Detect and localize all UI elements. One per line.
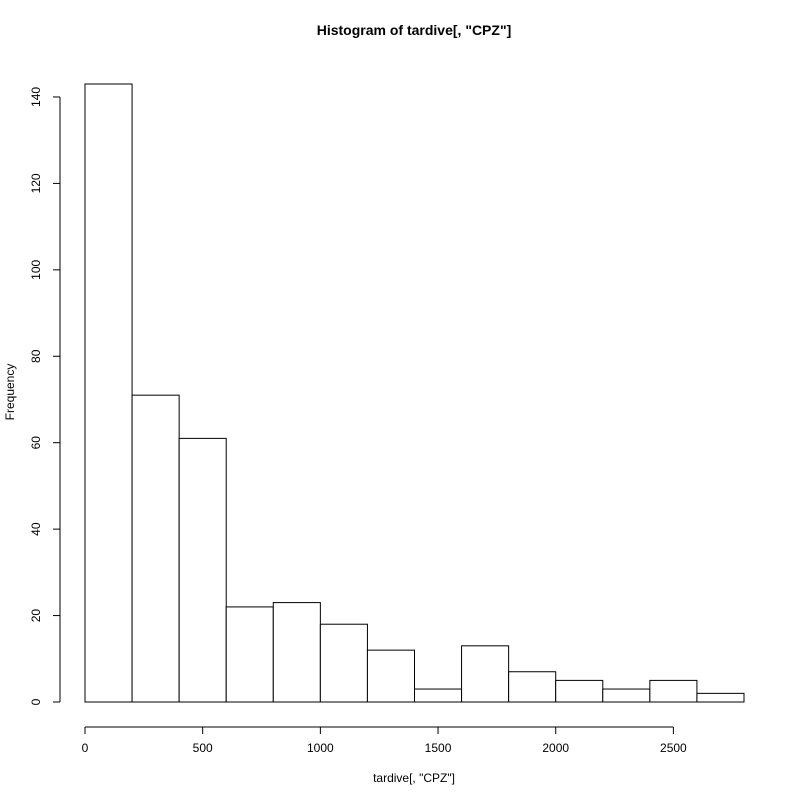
x-axis: 0 500 1000 1500 2000 2500 — [82, 726, 687, 755]
y-tick-label: 140 — [29, 87, 43, 107]
x-tick-label: 2000 — [542, 741, 569, 755]
y-tick-label: 120 — [29, 173, 43, 193]
histogram-bar — [178, 437, 227, 703]
histogram-bar — [508, 671, 557, 703]
histogram-bar — [649, 679, 698, 703]
x-tick-label: 2500 — [660, 741, 687, 755]
histogram-bar — [366, 649, 415, 703]
y-axis: 0 20 40 60 80 100 120 140 — [29, 87, 61, 705]
histogram-bar — [696, 692, 745, 703]
histogram-bar — [84, 83, 133, 703]
y-axis-title: Frequency — [3, 364, 17, 421]
x-tick-label: 1000 — [307, 741, 334, 755]
x-tick-label: 1500 — [425, 741, 452, 755]
histogram-bar — [319, 623, 368, 703]
bars-group — [84, 83, 745, 703]
histogram-bar — [131, 394, 180, 703]
histogram-bar — [602, 688, 651, 703]
histogram-bar — [414, 688, 463, 703]
histogram-bar — [225, 606, 274, 703]
histogram-bar — [461, 645, 510, 703]
y-tick-label: 100 — [29, 260, 43, 280]
histogram-bar — [555, 679, 604, 703]
x-tick-label: 500 — [193, 741, 213, 755]
y-tick-label: 20 — [29, 609, 43, 623]
y-tick-label: 0 — [29, 698, 43, 705]
x-axis-title: tardive[, "CPZ"] — [373, 771, 455, 785]
y-tick-label: 40 — [29, 522, 43, 536]
y-tick-label: 80 — [29, 349, 43, 363]
chart-title: Histogram of tardive[, "CPZ"] — [317, 22, 512, 38]
histogram-bar — [272, 602, 321, 703]
y-tick-label: 60 — [29, 436, 43, 450]
x-tick-label: 0 — [82, 741, 89, 755]
